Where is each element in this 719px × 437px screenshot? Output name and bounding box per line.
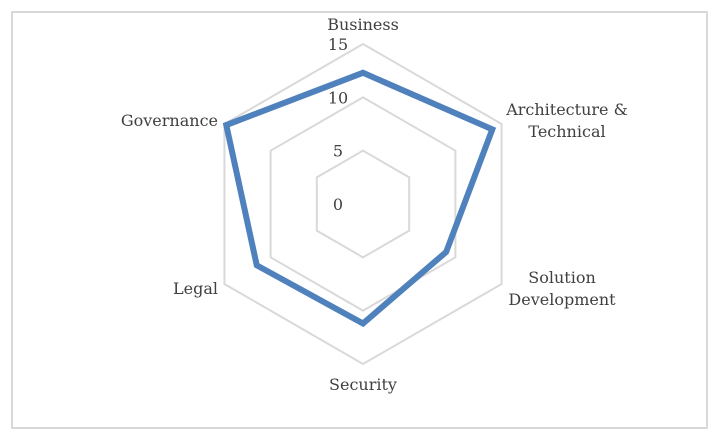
- tick-label-0: 0: [333, 195, 343, 214]
- grid-ring-15: [223, 42, 503, 366]
- grid-ring-5: [315, 149, 411, 259]
- category-label-1: Architecture & Technical: [505, 100, 628, 141]
- grid-ring-10: [269, 96, 457, 312]
- category-label-5: Governance: [121, 111, 218, 130]
- tick-label-5: 5: [333, 142, 343, 161]
- series-line-0: [222, 69, 497, 328]
- category-label-3: Security: [329, 375, 397, 394]
- tick-label-15: 15: [328, 35, 348, 54]
- category-label-0: Business: [327, 15, 399, 34]
- tick-label-10: 10: [328, 88, 348, 107]
- category-label-2: Solution Development: [508, 268, 616, 309]
- category-label-4: Legal: [173, 279, 218, 298]
- chart-frame: [11, 11, 708, 429]
